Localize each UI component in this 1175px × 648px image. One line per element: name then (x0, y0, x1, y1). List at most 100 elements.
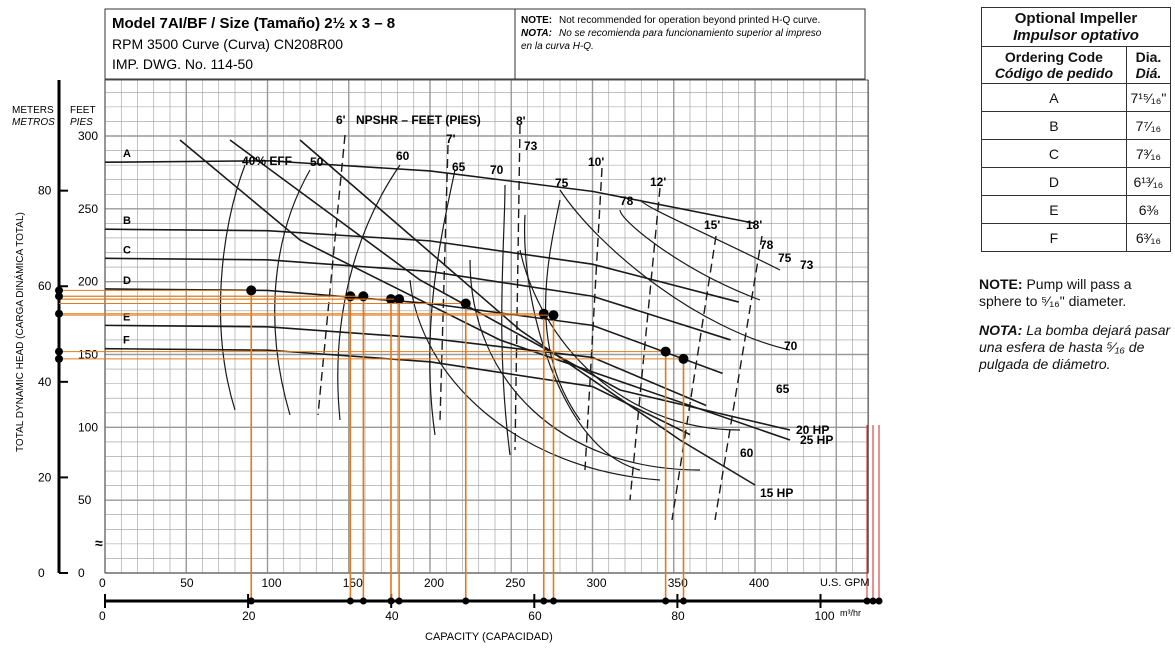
m3hr-tick-label: 0 (99, 609, 106, 623)
efficiency-arc (501, 184, 511, 456)
note-en: NOTE: Pump will pass a sphere to ⁵⁄₁₆" d… (979, 276, 1174, 310)
axis-break-icon: ≈ (95, 535, 103, 551)
plot-frame (104, 79, 869, 574)
col-code-label: Ordering Code (1004, 49, 1103, 65)
hp-25-label: 25 HP (800, 433, 833, 447)
m3hr-tick-label: 80 (671, 609, 685, 623)
efficiency-label: 73 (524, 139, 538, 153)
axis-point (387, 597, 395, 605)
efficiency-label: 40% EFF (242, 154, 292, 168)
col-dia-label: Dia. (1135, 49, 1162, 65)
row-dia: 7⁷⁄₁₆ (1125, 111, 1172, 140)
data-point (660, 346, 671, 357)
col-code-label-es: Código de pedido (994, 65, 1114, 81)
efficiency-arc (337, 164, 401, 421)
efficiency-arc (219, 164, 246, 411)
row-dia: 6³⁄₁₆ (1125, 223, 1172, 252)
efficiency-label: 65 (452, 160, 466, 174)
efficiency-arc (409, 279, 661, 481)
note-en-label: NOTE: (979, 276, 1023, 292)
axis-point (540, 597, 548, 605)
head-curve-b (104, 228, 739, 303)
table-title-es: Impulsor optativo (1013, 27, 1139, 44)
feet-tick-label: 250 (78, 202, 98, 216)
data-point (394, 294, 405, 305)
axis-point (662, 597, 670, 605)
data-point (548, 310, 559, 321)
npsh-line (671, 235, 717, 521)
impeller-table: Optional Impeller Impulsor optativo Orde… (981, 7, 1172, 252)
left-axis-point (55, 347, 63, 356)
red-axis-point (869, 597, 877, 605)
efficiency-label: 70 (784, 339, 798, 353)
left-axis-point (55, 309, 63, 318)
gpm-tick-label: 150 (343, 576, 363, 590)
npsh-label: 6' (336, 113, 346, 127)
m3hr-tick-label: 20 (242, 609, 256, 623)
gpm-tick-label: 300 (587, 576, 607, 590)
data-point (246, 285, 257, 296)
hp-25-line (179, 139, 791, 441)
feet-tick-label: 300 (78, 129, 98, 143)
red-axis-point (875, 597, 883, 605)
hp-20-label: 20 HP (796, 423, 829, 437)
red-axis-point (863, 597, 871, 605)
note-box (514, 8, 866, 80)
metros-label: METROS (12, 117, 55, 128)
efficiency-label: 50 (310, 155, 324, 169)
row-dia: 6⅜ (1125, 195, 1172, 224)
npsh-label: 10' (588, 155, 604, 169)
meters-tick-label: 0 (38, 566, 45, 580)
axis-point (550, 597, 557, 605)
table-title-cell: Optional Impeller Impulsor optativo (981, 7, 1171, 47)
efficiency-arc (639, 199, 781, 271)
gpm-tick-label: 350 (668, 576, 688, 590)
pies-label: PIES (70, 117, 93, 128)
table-row: D 6¹³⁄₁₆ (981, 167, 1172, 196)
efficiency-label: 78 (760, 238, 774, 252)
npsh-label: 7' (446, 132, 456, 146)
left-axis-point (55, 286, 63, 295)
feet-tick-label: 100 (78, 420, 98, 434)
feet-tick-label: 200 (78, 275, 98, 289)
table-row: A 7¹⁵⁄₁₆" (981, 83, 1172, 112)
note-en-text: Pump will pass a sphere to ⁵⁄₁₆" diamete… (979, 276, 1132, 309)
x-axis-title: CAPACITY (CAPACIDAD) (425, 631, 553, 643)
gpm-tick-label: 100 (262, 576, 282, 590)
npsh-line (714, 235, 763, 521)
npsh-line (514, 124, 521, 451)
npsh-label: 12' (650, 175, 666, 189)
note-es-text: La bomba dejará pasar una esfera de hast… (979, 322, 1171, 372)
gpm-tick-label: 400 (749, 576, 769, 590)
efficiency-arc (619, 209, 761, 301)
axis-point (395, 597, 403, 605)
efficiency-label: 60 (740, 446, 754, 460)
table-row: C 7³⁄₁₆ (981, 139, 1172, 168)
m3hr-tick-label: 60 (528, 609, 542, 623)
chart-markers (55, 285, 883, 605)
table-row: B 7⁷⁄₁₆ (981, 111, 1172, 140)
npsh-label: 15' (704, 218, 720, 232)
efficiency-label: 78 (620, 194, 634, 208)
feet-label: FEET (70, 105, 96, 116)
row-dia: 7¹⁵⁄₁₆" (1125, 83, 1172, 112)
curve-label-a: A (123, 148, 131, 160)
npsh-line (439, 144, 449, 421)
gpm-tick-label: 50 (180, 576, 194, 590)
meters-tick-label: 40 (38, 375, 52, 389)
npsh-label: NPSHR – FEET (PIES) (356, 113, 481, 127)
efficiency-arc (274, 169, 311, 416)
note-es-label: NOTA: (979, 322, 1023, 338)
npsh-label: 8' (516, 114, 526, 128)
npsh-label: 18' (746, 218, 762, 232)
gpm-tick-label: 200 (424, 576, 444, 590)
head-curve-e (104, 324, 707, 407)
data-point (538, 308, 549, 319)
axis-point (462, 597, 470, 605)
efficiency-label: 60 (396, 149, 410, 163)
data-point (358, 291, 369, 302)
m3hr-tick-label: 40 (385, 609, 399, 623)
row-code: C (981, 139, 1127, 168)
left-axis-point (55, 292, 63, 301)
